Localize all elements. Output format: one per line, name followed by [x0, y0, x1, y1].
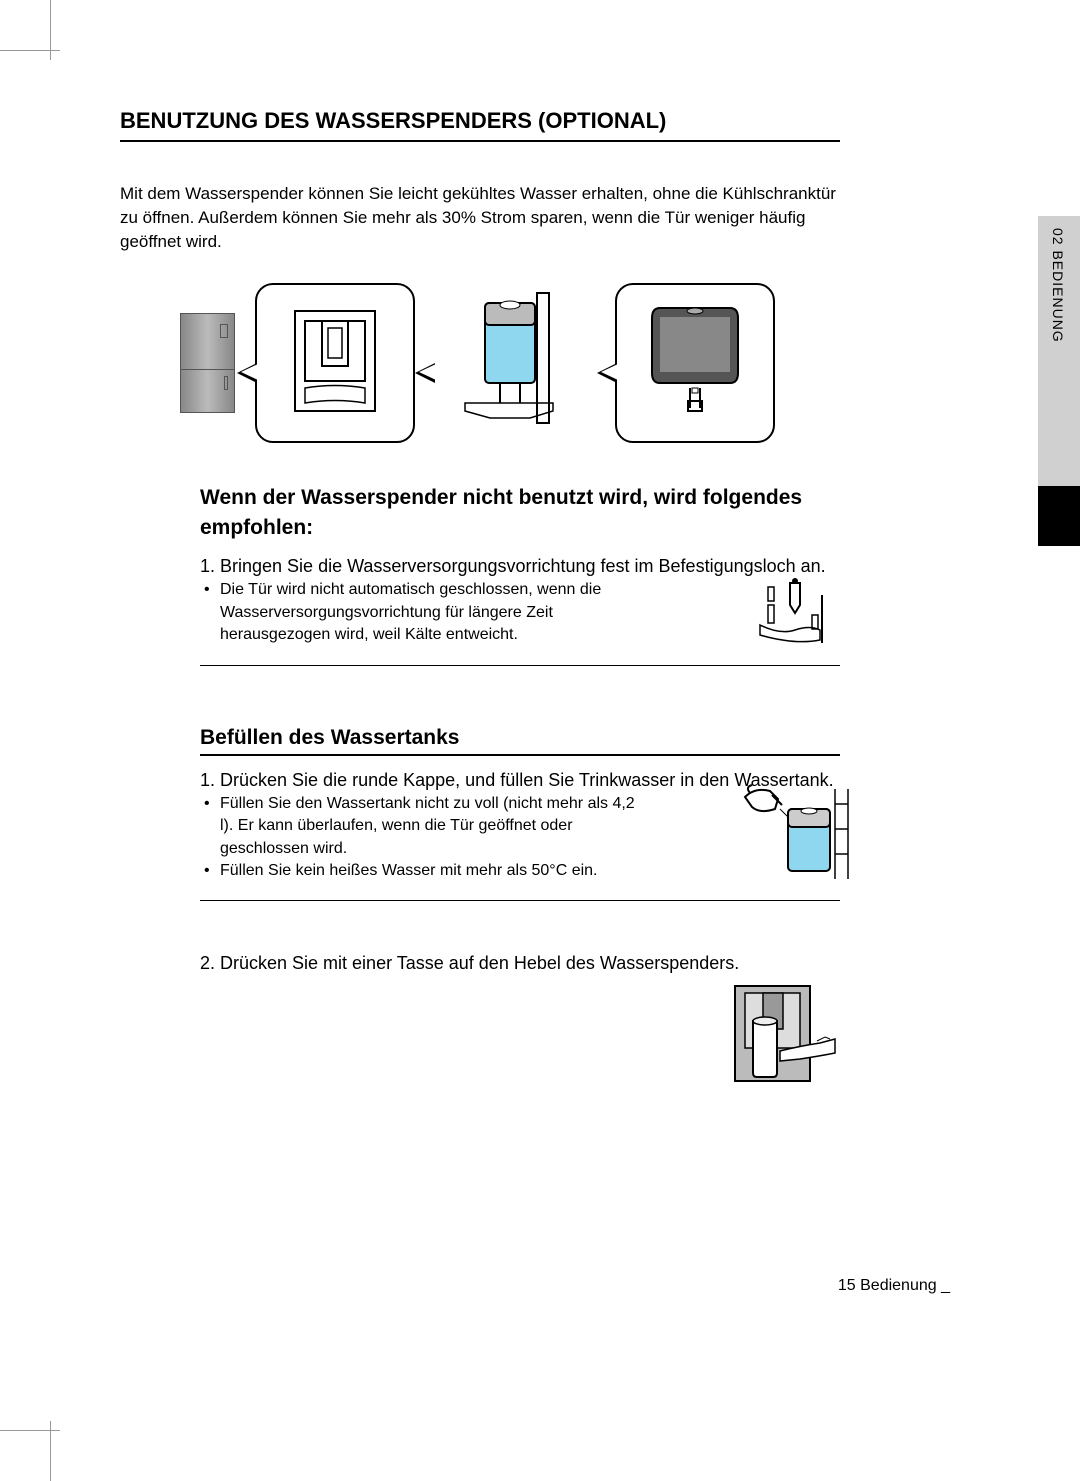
filling-illustration — [740, 779, 860, 894]
page-title: BENUTZUNG DES WASSERSPENDERS (OPTIONAL) — [120, 108, 840, 142]
section1-bullets: Die Tür wird nicht automatisch geschloss… — [200, 579, 840, 646]
divider — [200, 900, 840, 901]
mounting-illustration — [750, 575, 840, 660]
crop-mark — [0, 50, 60, 51]
bullet-text: Füllen Sie den Wassertank nicht zu voll … — [200, 793, 640, 860]
section2-bullets: Füllen Sie den Wassertank nicht zu voll … — [200, 793, 840, 883]
crop-mark — [0, 1430, 60, 1431]
bullet-text: Die Tür wird nicht automatisch geschloss… — [200, 579, 640, 646]
bullet-text: Füllen Sie kein heißes Wasser mit mehr a… — [200, 860, 640, 882]
crop-mark — [50, 0, 51, 60]
tank-interior-illustration — [435, 283, 595, 443]
tank-removed-illustration — [615, 283, 775, 443]
page-footer: 15 Bedienung _ — [838, 1277, 950, 1295]
section1-step1: 1. Bringen Sie die Wasserversorgungsvorr… — [200, 554, 840, 579]
dispenser-front-illustration — [255, 283, 415, 443]
fridge-icon — [180, 313, 235, 413]
divider — [200, 665, 840, 666]
intro-paragraph: Mit dem Wasserspender können Sie leicht … — [120, 182, 840, 253]
section2-title: Befüllen des Wassertanks — [200, 726, 840, 756]
page-content: BENUTZUNG DES WASSERSPENDERS (OPTIONAL) … — [120, 0, 960, 1481]
section2-step2: 2. Drücken Sie mit einer Tasse auf den H… — [200, 951, 840, 976]
section2-step2-block: 2. Drücken Sie mit einer Tasse auf den H… — [200, 951, 840, 976]
section-tab-label: 02 BEDIENUNG — [1050, 228, 1066, 343]
dispensing-illustration — [725, 981, 845, 1096]
section-tab: 02 BEDIENUNG — [1038, 216, 1080, 546]
illustration-row — [180, 283, 960, 443]
section1-title: Wenn der Wasserspender nicht benutzt wir… — [200, 483, 840, 542]
